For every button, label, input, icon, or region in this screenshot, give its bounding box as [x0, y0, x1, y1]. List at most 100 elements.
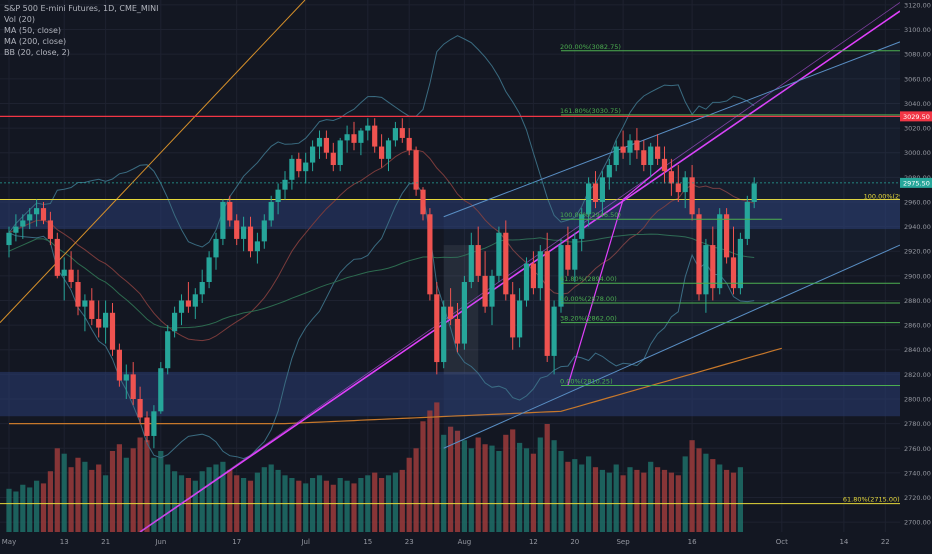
volume-bar: [399, 469, 405, 532]
volume-bar: [413, 448, 419, 532]
volume-bar: [696, 448, 702, 532]
ma50-line: [8, 233, 755, 329]
candle-body: [399, 128, 405, 138]
candle-body: [365, 125, 371, 131]
candle-body: [620, 146, 626, 153]
candle-body: [544, 251, 550, 356]
fib-label: 100.00%(2961.25): [864, 192, 925, 200]
candle-body: [199, 282, 205, 295]
volume-bar: [517, 442, 523, 532]
price-axis: [900, 0, 932, 550]
volume-bar: [261, 467, 267, 532]
candle-body: [641, 150, 647, 166]
candle-body: [454, 318, 461, 344]
candle-body: [241, 226, 247, 239]
price-tick-label: 2980.00: [904, 174, 931, 182]
fib-label: 0.00%(2810.25): [560, 377, 613, 385]
candle-body: [599, 177, 605, 202]
candle-body: [54, 238, 60, 276]
volume-bar: [199, 471, 205, 532]
candle-body: [172, 312, 178, 332]
price-level-label: 3029.50: [903, 113, 930, 121]
candle-body: [648, 146, 654, 166]
candle-body: [82, 300, 88, 307]
time-tick-label: 17: [232, 538, 241, 546]
volume-bar: [655, 467, 661, 532]
candle-body: [586, 183, 592, 215]
price-tick-label: 3040.00: [904, 100, 931, 108]
candle-body: [579, 214, 585, 239]
candle-body: [268, 201, 274, 221]
volume-bar: [151, 457, 157, 532]
volume-bar: [737, 467, 743, 532]
time-tick-label: 21: [101, 538, 110, 546]
candle-body: [68, 269, 74, 283]
candle-body: [668, 171, 674, 184]
candle-body: [34, 208, 40, 215]
volume-bar: [144, 440, 150, 532]
volume-bar: [420, 421, 426, 532]
volume-bar: [68, 467, 74, 532]
candle-body: [751, 183, 757, 202]
volume-bar: [247, 480, 254, 532]
candle-body: [213, 238, 219, 258]
candle-body: [572, 238, 578, 270]
candle-body: [385, 140, 392, 159]
candle-body: [696, 214, 702, 295]
candle-body: [392, 128, 398, 141]
price-tick-label: 2940.00: [904, 223, 931, 231]
candle-body: [158, 368, 164, 412]
volume-bar: [565, 461, 571, 532]
candle-body: [482, 275, 488, 307]
orange-trendline: [0, 0, 306, 323]
price-tick-label: 2760.00: [904, 445, 931, 453]
volume-bar: [89, 469, 95, 532]
time-axis: [0, 532, 900, 550]
time-tick-label: Oct: [776, 538, 788, 546]
volume-bar: [392, 472, 398, 532]
candle-body: [420, 189, 426, 215]
candle-body: [27, 214, 33, 221]
volume-bar: [537, 437, 543, 532]
legend-ma200: MA (200, close): [4, 37, 67, 46]
candle-body: [330, 152, 336, 166]
channel-fill: [443, 41, 900, 449]
price-tick-label: 3080.00: [904, 51, 931, 59]
volume-bar: [227, 469, 233, 532]
time-tick-label: 23: [405, 538, 414, 546]
candle-body: [151, 411, 157, 436]
time-tick-label: Sep: [616, 538, 630, 546]
fib-label: 38.20%(2862.00): [560, 315, 617, 323]
volume-bar: [27, 487, 33, 532]
price-tick-label: 2880.00: [904, 297, 931, 305]
volume-bar: [310, 478, 316, 532]
volume-bar: [40, 483, 47, 532]
bollinger-lower-line: [8, 183, 755, 460]
volume-bar: [82, 461, 88, 532]
volume-bar: [116, 444, 122, 532]
time-tick-label: Aug: [458, 538, 472, 546]
price-tick-label: 2720.00: [904, 494, 931, 502]
price-tick-label: 3060.00: [904, 75, 931, 83]
volume-bar: [296, 480, 302, 532]
legend-symbol: S&P 500 E-mini Futures, 1D, CME_MINI: [4, 4, 159, 13]
candle-body: [606, 165, 612, 178]
candle-body: [710, 245, 716, 289]
price-tick-label: 2800.00: [904, 396, 931, 404]
volume-bar: [689, 440, 695, 532]
candle-body: [254, 241, 260, 252]
volume-bar: [330, 484, 336, 532]
legend-bollinger: BB (20, close, 2): [4, 48, 70, 57]
volume-bar: [724, 469, 730, 532]
candle-body: [247, 226, 254, 252]
candle-body: [227, 201, 233, 221]
volume-bar: [475, 437, 481, 532]
price-tick-label: 2740.00: [904, 469, 931, 477]
candle-body: [185, 300, 191, 307]
volume-bar: [185, 478, 191, 532]
candle-body: [406, 137, 412, 151]
volume-bar: [682, 456, 688, 532]
price-tick-label: 2860.00: [904, 322, 931, 330]
candle-body: [261, 220, 267, 242]
time-tick-label: 15: [363, 538, 372, 546]
